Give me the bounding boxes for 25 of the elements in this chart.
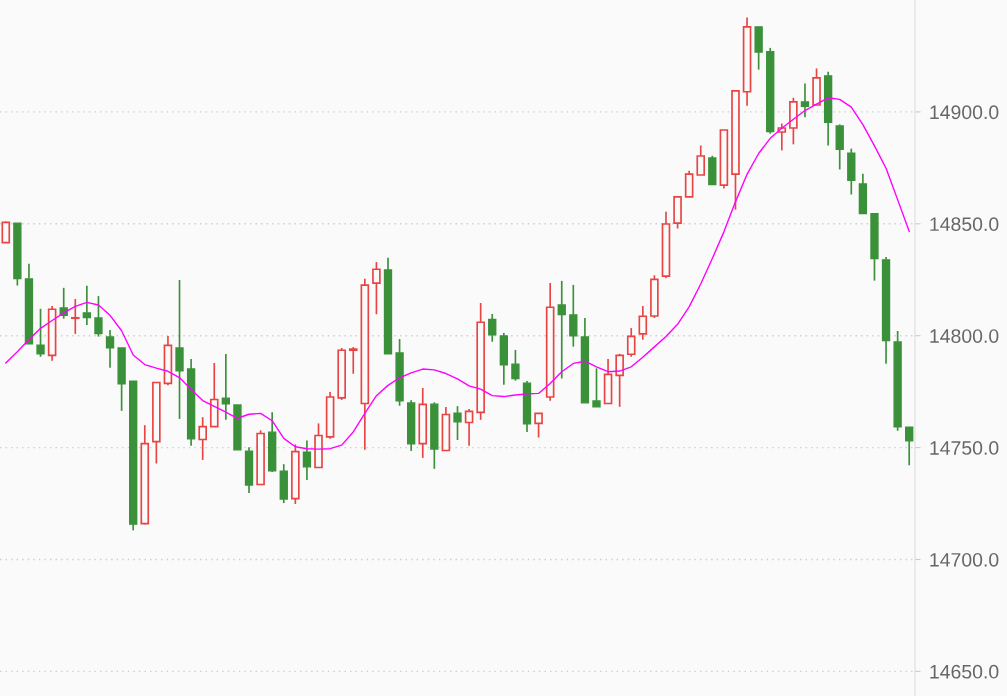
candlestick xyxy=(742,16,752,107)
candlestick xyxy=(545,282,555,402)
candlestick xyxy=(175,279,184,420)
y-tick-label: 14650.0 xyxy=(930,664,999,679)
candlestick xyxy=(360,278,370,451)
candlestick xyxy=(418,387,428,459)
y-tick-label: 14900.0 xyxy=(930,105,999,120)
y-tick-label: 14750.0 xyxy=(930,441,999,455)
candlestick xyxy=(82,284,92,326)
candlestick xyxy=(302,439,312,481)
candlestick xyxy=(70,298,80,335)
candlestick xyxy=(105,329,115,369)
line-series xyxy=(5,97,910,450)
candlestick xyxy=(626,327,636,358)
candlestick xyxy=(198,416,207,461)
y-tick-label: 14850.0 xyxy=(930,217,999,232)
candlestick xyxy=(488,313,497,343)
candlestick xyxy=(557,280,566,380)
y-tick-label: 14800.0 xyxy=(930,329,999,343)
candlestick xyxy=(638,305,648,341)
candlestick xyxy=(221,353,231,421)
candlestick xyxy=(186,358,196,447)
candlestick xyxy=(766,47,775,135)
candlestick xyxy=(569,284,578,348)
y-tick-label: 14700.0 xyxy=(930,552,999,567)
